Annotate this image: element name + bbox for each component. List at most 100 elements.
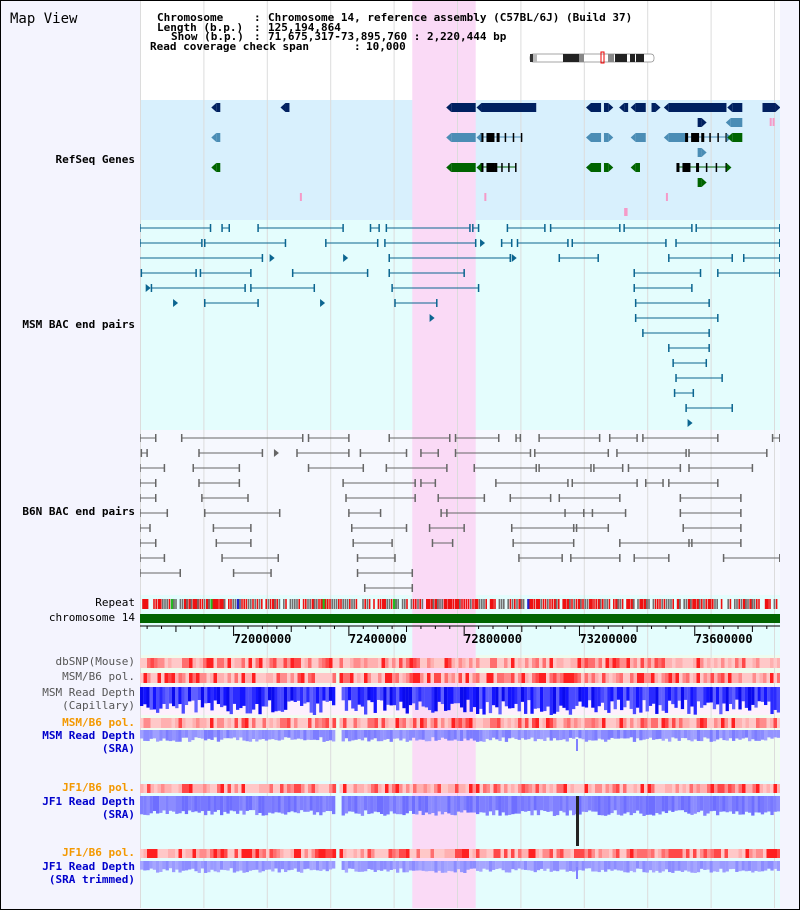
jf1-b6-pol-trimmed-cell bbox=[451, 849, 456, 858]
jf1-b6-pol-trimmed-cell bbox=[686, 849, 690, 858]
msm-depth-capillary-bar bbox=[223, 687, 227, 706]
chromosome-value: Chromosome 14, reference assembly (C57BL… bbox=[268, 11, 633, 24]
track-label-refseq-genes[interactable]: RefSeq Genes bbox=[55, 153, 135, 166]
msm-depth-capillary-bar bbox=[735, 687, 739, 700]
msm-b6-pol-sra-cell bbox=[584, 718, 589, 728]
track-label-jf1-depth[interactable]: JF1 Read Depth bbox=[42, 795, 135, 808]
track-label-msm-b6-pol-sra[interactable]: MSM/B6 pol. bbox=[62, 716, 135, 729]
track-label-dbsnp[interactable]: dbSNP(Mouse) bbox=[55, 655, 135, 668]
jf1-b6-pol-cell bbox=[567, 784, 571, 793]
track-label-jf1-depth-trimmed[interactable]: JF1 Read Depth bbox=[42, 860, 135, 873]
repeat-element bbox=[657, 599, 659, 609]
msm-depth-sra-bar bbox=[223, 730, 227, 739]
msm-depth-sra-bar bbox=[172, 730, 176, 741]
repeat-element bbox=[415, 599, 417, 609]
jf1-depth-bar bbox=[572, 796, 576, 816]
gene-block bbox=[481, 103, 537, 112]
strand-arrow-icon bbox=[211, 163, 217, 172]
msm-b6-pol-sra-cell bbox=[619, 718, 624, 728]
msm-b6-pol-sra-cell bbox=[504, 718, 508, 728]
msm-b6-pol-sra-cell bbox=[416, 718, 421, 728]
chromosome-bar bbox=[140, 614, 780, 623]
repeat-element bbox=[738, 599, 740, 609]
msm-b6-pol-cell bbox=[276, 673, 281, 683]
msm-depth-capillary-bar bbox=[472, 687, 477, 708]
msm-depth-sra-bar bbox=[236, 730, 240, 741]
repeat-element bbox=[432, 599, 435, 609]
msm-depth-sra-bar bbox=[213, 730, 217, 738]
track-label-jf1-b6-pol[interactable]: JF1/B6 pol. bbox=[62, 781, 135, 794]
repeat-element bbox=[773, 599, 776, 609]
gene-exon bbox=[705, 163, 708, 172]
track-label-chromosome[interactable]: chromosome 14 bbox=[48, 611, 135, 624]
jf1-b6-pol-cell bbox=[346, 784, 351, 793]
repeat-element bbox=[142, 599, 147, 609]
jf1-b6-pol-cell bbox=[360, 784, 365, 793]
jf1-depth-bar bbox=[456, 796, 461, 812]
track-label-msm-bac[interactable]: MSM BAC end pairs bbox=[22, 318, 135, 331]
msm-b6-pol-cell bbox=[525, 673, 529, 683]
msm-depth-sra-bar bbox=[264, 730, 269, 741]
dbsnp-cell bbox=[661, 658, 666, 668]
jf1-depth-bar bbox=[632, 796, 637, 814]
jf1-depth-bar bbox=[316, 796, 320, 813]
jf1-depth-bar bbox=[188, 796, 192, 811]
jf1-b6-pol-cell bbox=[234, 784, 239, 793]
jf1-depth-bar bbox=[226, 796, 230, 814]
msm-b6-pol-cell bbox=[430, 673, 435, 683]
msm-b6-pol-sra-cell bbox=[444, 718, 449, 728]
repeat-element bbox=[527, 599, 532, 609]
msm-b6-pol-cell bbox=[752, 673, 757, 683]
jf1-b6-pol-cell bbox=[164, 784, 169, 793]
jf1-depth-bar bbox=[482, 796, 486, 813]
track-label-msm-depth-capillary[interactable]: MSM Read Depth bbox=[42, 686, 135, 699]
repeat-element bbox=[626, 599, 631, 609]
dbsnp-cell bbox=[290, 658, 295, 668]
jf1-b6-pol-cell bbox=[668, 784, 673, 793]
coverage-sep: : bbox=[354, 40, 361, 53]
jf1-b6-pol-cell bbox=[602, 784, 606, 793]
jf1-depth-bar bbox=[498, 796, 502, 816]
jf1-depth-bar bbox=[469, 796, 473, 813]
repeat-element bbox=[338, 599, 340, 609]
msm-b6-pol-cell bbox=[399, 673, 403, 683]
jf1-depth-trimmed-bar bbox=[610, 861, 614, 871]
jf1-b6-pol-cell bbox=[633, 784, 638, 793]
jf1-b6-pol-trimmed-cell bbox=[273, 849, 277, 858]
dbsnp-cell bbox=[171, 658, 176, 668]
jf1-b6-pol-trimmed-cell bbox=[528, 849, 533, 858]
jf1-b6-pol-cell bbox=[157, 784, 162, 793]
genome-browser-canvas[interactable]: 72000000 72400000 72800000 73200000 73600000 bbox=[140, 1, 780, 908]
msm-b6-pol-cell bbox=[178, 673, 183, 683]
jf1-depth-trimmed-bar bbox=[162, 861, 166, 870]
jf1-b6-pol-cell bbox=[595, 784, 599, 793]
msm-b6-pol-sra-cell bbox=[392, 718, 396, 728]
jf1-b6-pol-cell bbox=[301, 784, 305, 793]
dbsnp-cell bbox=[269, 658, 274, 668]
msm-depth-sra-bar bbox=[296, 730, 301, 739]
track-label-repeat[interactable]: Repeat bbox=[95, 596, 135, 609]
track-label-jf1-b6-pol-trimmed[interactable]: JF1/B6 pol. bbox=[62, 846, 135, 859]
gene-block bbox=[668, 133, 687, 142]
jf1-depth-trimmed-bar bbox=[351, 861, 355, 869]
msm-b6-pol-cell bbox=[266, 673, 270, 683]
jf1-depth-trimmed-bar bbox=[245, 861, 249, 873]
msm-b6-pol-sra-cell bbox=[168, 718, 172, 728]
jf1-b6-pol-cell bbox=[637, 784, 641, 793]
msm-depth-capillary-bar bbox=[530, 687, 534, 714]
repeat-element bbox=[230, 599, 232, 609]
jf1-b6-pol-cell bbox=[752, 784, 757, 793]
jf1-b6-pol-trimmed-cell bbox=[301, 849, 305, 858]
dbsnp-cell bbox=[178, 658, 183, 668]
repeat-element bbox=[764, 599, 769, 609]
repeat-element bbox=[401, 599, 404, 609]
msm-depth-sra-bar bbox=[364, 730, 368, 738]
track-label-msm-depth-sra[interactable]: MSM Read Depth bbox=[42, 729, 135, 742]
track-label-msm-b6-pol[interactable]: MSM/B6 pol. bbox=[62, 670, 135, 683]
msm-b6-pol-cell bbox=[640, 673, 645, 683]
track-label-b6n-bac[interactable]: B6N BAC end pairs bbox=[22, 505, 135, 518]
msm-depth-sra-bar bbox=[642, 730, 646, 740]
msm-depth-sra-bar bbox=[751, 730, 755, 740]
jf1-depth-bar bbox=[607, 796, 611, 815]
jf1-depth-bar bbox=[444, 796, 448, 812]
